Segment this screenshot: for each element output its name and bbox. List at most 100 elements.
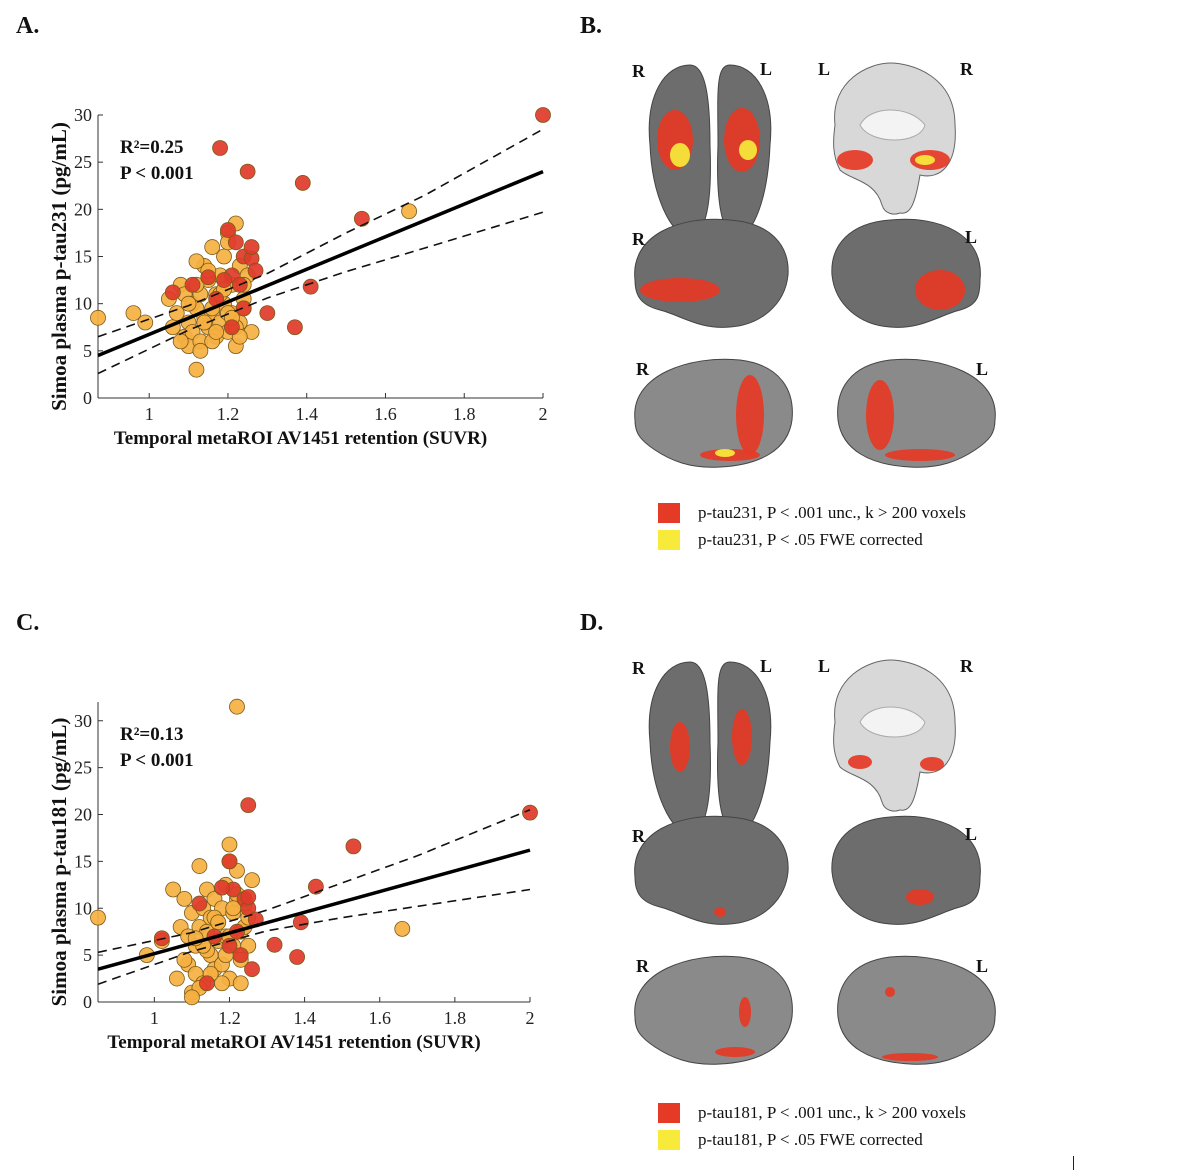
brain-panel-d: R L L R R L R L — [632, 656, 996, 1065]
data-point-red — [353, 210, 370, 227]
data-point-orange — [192, 342, 209, 359]
brain-medial-left — [837, 955, 996, 1065]
brain-panel-b: R L L R R L R L — [632, 59, 996, 468]
panel-label-a: A. — [16, 13, 40, 39]
y-tick-label: 5 — [83, 945, 92, 965]
data-point-orange — [216, 248, 232, 265]
y-axis-label: Simoa plasma p-tau231 (pg/mL) — [50, 122, 71, 411]
y-tick-label: 30 — [74, 711, 92, 731]
orientation-label: L — [965, 824, 977, 844]
activation-blob — [848, 755, 872, 769]
data-point-orange — [191, 858, 208, 874]
y-tick-label: 0 — [83, 992, 92, 1012]
x-tick-label: 1.2 — [217, 404, 240, 424]
activation-blob — [670, 722, 690, 772]
data-point-red — [243, 239, 260, 255]
data-point-red — [212, 140, 228, 156]
ci-upper-line — [98, 809, 531, 954]
brain-lateral-right — [634, 815, 789, 925]
data-point-orange — [172, 333, 189, 350]
activation-blob — [715, 449, 735, 457]
data-point-red — [289, 949, 305, 965]
data-point-red — [294, 175, 311, 191]
x-tick-label: 1 — [145, 404, 154, 424]
data-point-red — [287, 319, 303, 336]
orientation-label: R — [632, 658, 646, 678]
data-point-red — [239, 163, 256, 180]
y-axis-label: Simoa plasma p-tau181 (pg/mL) — [50, 718, 71, 1007]
activation-blob — [670, 143, 690, 167]
brain-lateral-right — [634, 218, 789, 328]
data-point-red — [259, 305, 276, 322]
data-point-red — [292, 914, 309, 931]
ci-upper-line — [98, 128, 544, 338]
data-point-orange — [208, 324, 225, 340]
y-tick-label: 20 — [74, 805, 92, 825]
activation-blob — [885, 449, 955, 461]
orientation-label: R — [960, 656, 974, 676]
legend-b-text-yellow: p-tau231, P < .05 FWE corrected — [698, 529, 923, 549]
activation-blob — [915, 270, 965, 310]
orientation-label: L — [976, 359, 988, 379]
data-point-red — [220, 222, 236, 238]
data-point-orange — [180, 295, 197, 312]
panel-label-c: C. — [16, 610, 40, 636]
y-tick-label: 25 — [74, 152, 92, 172]
y-tick-label: 25 — [74, 758, 92, 778]
legend-b-swatch-yellow — [658, 529, 680, 550]
data-point-red — [266, 936, 283, 953]
activation-blob — [837, 150, 873, 170]
data-point-red — [221, 937, 238, 954]
activation-blob — [739, 997, 751, 1027]
x-tick-label: 1.4 — [295, 404, 318, 424]
p-value-annotation: P < 0.001 — [120, 163, 194, 184]
p-value-annotation: P < 0.001 — [120, 750, 194, 771]
data-point-orange — [168, 970, 185, 987]
data-point-orange — [204, 239, 221, 255]
ci-lower-line — [98, 888, 531, 985]
legend-b-row-yellow: p-tau231, P < .05 FWE corrected — [658, 526, 966, 553]
activation-blob — [882, 1053, 938, 1061]
brain-coronal-white-matter — [859, 706, 926, 738]
orientation-label: L — [818, 59, 830, 79]
panel-label-b: B. — [580, 13, 603, 39]
orientation-label: R — [636, 359, 650, 379]
y-tick-label: 5 — [83, 341, 92, 361]
x-tick-label: 1.6 — [374, 404, 397, 424]
data-point-orange — [196, 314, 213, 331]
regression-line — [97, 169, 544, 358]
r-squared-annotation: R²=0.25 — [120, 137, 184, 158]
data-point-orange — [229, 698, 245, 715]
r-squared-annotation: R²=0.13 — [120, 724, 184, 745]
data-point-red — [240, 889, 257, 905]
data-point-orange — [125, 305, 142, 322]
x-tick-label: 1.6 — [368, 1008, 391, 1028]
data-point-red — [200, 269, 217, 286]
orientation-label: R — [632, 61, 646, 81]
data-point-orange — [184, 989, 200, 1006]
data-point-red — [232, 947, 249, 964]
orientation-label: R — [636, 956, 650, 976]
data-point-red — [522, 804, 538, 821]
data-point-orange — [221, 836, 238, 853]
data-point-red — [240, 797, 257, 814]
stray-tick-mark — [1073, 1156, 1074, 1170]
scatter-chart-a: 0 5 10 15 20 25 30 1 1.2 1.4 1.6 1.8 2 Temporal metaR… — [50, 105, 551, 449]
data-point-orange — [188, 253, 205, 270]
legend-b-text-red: p-tau231, P < .001 unc., k > 200 voxels — [698, 502, 966, 522]
x-tick-label: 1.4 — [293, 1008, 316, 1028]
legend-d: p-tau181, P < .001 unc., k > 200 voxels … — [658, 1099, 966, 1153]
data-point-red — [223, 319, 240, 336]
y-tick-label: 15 — [74, 851, 92, 871]
data-point-red — [191, 895, 208, 912]
x-tick-label: 2 — [539, 404, 548, 424]
activation-blob — [920, 757, 944, 771]
x-tick-label: 1.2 — [218, 1008, 241, 1028]
activation-blob — [640, 278, 720, 302]
orientation-label: L — [818, 656, 830, 676]
data-point-red — [244, 961, 260, 978]
legend-b: p-tau231, P < .001 unc., k > 200 voxels … — [658, 499, 966, 553]
activation-blob — [915, 155, 935, 165]
data-point-red — [345, 838, 362, 855]
data-point-orange — [232, 975, 249, 992]
